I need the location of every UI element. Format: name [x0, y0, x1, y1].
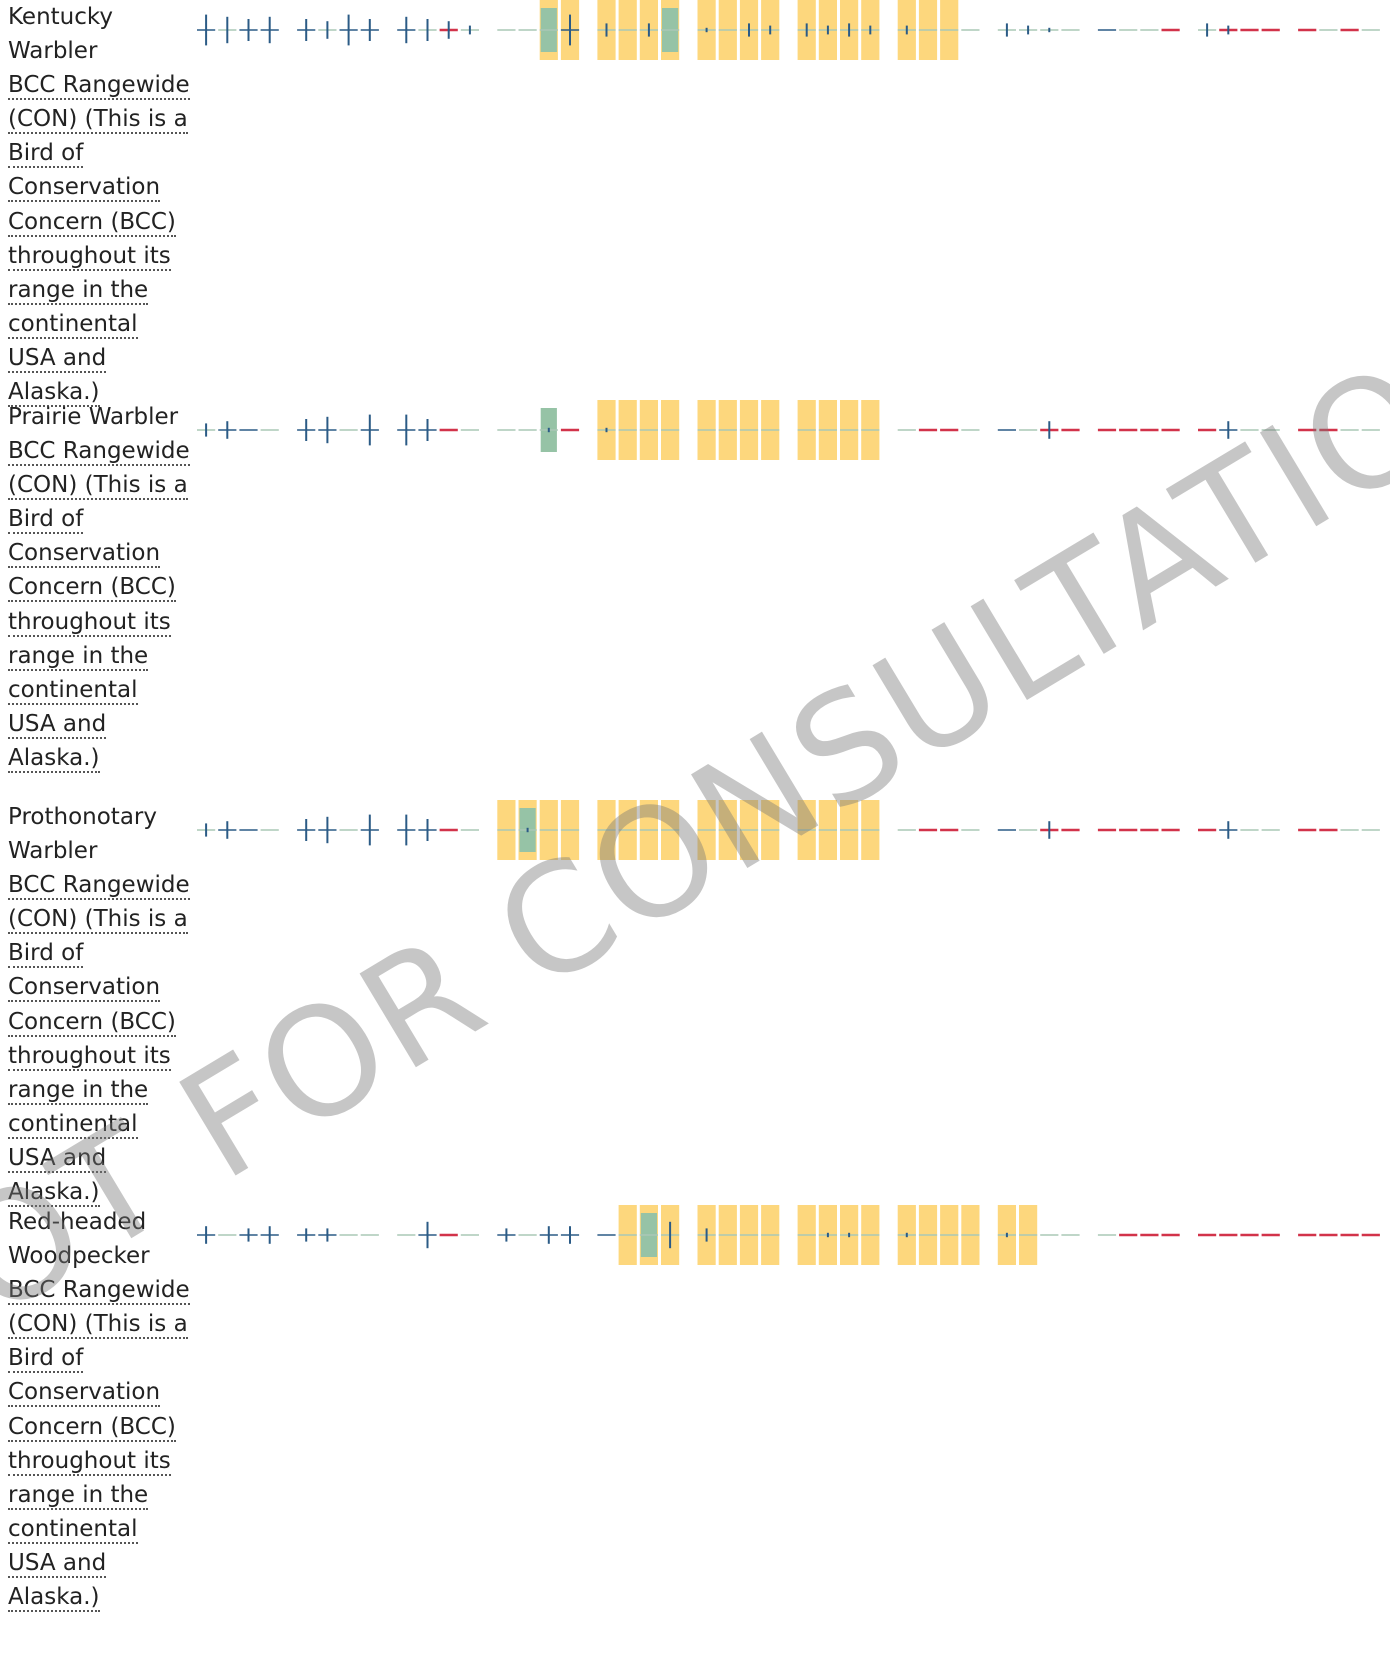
status-link-line[interactable]: range in the — [8, 642, 149, 671]
status-link-line[interactable]: Conservation — [8, 174, 161, 203]
status-link-line[interactable]: USA and — [8, 1144, 107, 1173]
status-link-line[interactable]: throughout its — [8, 608, 171, 637]
status-link-line[interactable]: Alaska.) — [8, 744, 100, 773]
status-link-line[interactable]: Alaska.) — [8, 1584, 100, 1613]
status-link-line[interactable]: Concern (BCC) — [8, 1008, 176, 1037]
status-link-line[interactable]: throughout its — [8, 242, 171, 271]
species-label: Kentucky Warbler BCC Rangewide (CON) (This … — [8, 0, 190, 409]
species-label: Prothonotary Warbler BCC Rangewide (CON) (T… — [8, 800, 190, 1209]
species-name-line: Woodpecker — [8, 1243, 150, 1270]
status-link-line[interactable]: USA and — [8, 1549, 107, 1578]
status-link-line[interactable]: Alaska.) — [8, 379, 100, 408]
status-link-line[interactable]: USA and — [8, 344, 107, 373]
presence-strip — [197, 0, 1380, 60]
status-link-line[interactable]: throughout its — [8, 1447, 171, 1476]
species-name-line: Warbler — [8, 38, 98, 65]
status-link-line[interactable]: range in the — [8, 276, 149, 305]
status-link-line[interactable]: Bird of — [8, 1345, 84, 1374]
status-link-line[interactable]: (CON) (This is a — [8, 1311, 188, 1340]
status-link-line[interactable]: BCC Rangewide — [8, 1277, 190, 1306]
status-link-line[interactable]: continental — [8, 1515, 138, 1544]
status-link-line[interactable]: Concern (BCC) — [8, 574, 176, 603]
status-link-line[interactable]: Concern (BCC) — [8, 1413, 176, 1442]
species-name-line: Red-headed — [8, 1209, 147, 1235]
status-link-line[interactable]: Concern (BCC) — [8, 208, 176, 237]
status-link-line[interactable]: USA and — [8, 710, 107, 739]
status-link-line[interactable]: range in the — [8, 1481, 149, 1510]
status-link-line[interactable]: Conservation — [8, 540, 161, 569]
status-link-line[interactable]: range in the — [8, 1076, 149, 1105]
presence-strip — [197, 400, 1380, 460]
species-label: Red-headed Woodpecker BCC Rangewide (CON) (… — [8, 1205, 190, 1614]
status-link-line[interactable]: continental — [8, 310, 138, 339]
status-link-line[interactable]: continental — [8, 1110, 138, 1139]
status-link-line[interactable]: (CON) (This is a — [8, 106, 188, 135]
status-link-line[interactable]: Bird of — [8, 140, 84, 169]
status-link-line[interactable]: Conservation — [8, 974, 161, 1003]
presence-strip — [197, 800, 1380, 860]
status-link-line[interactable]: Alaska.) — [8, 1179, 100, 1208]
species-name-line: Prothonotary — [8, 804, 157, 830]
status-link-line[interactable]: BCC Rangewide — [8, 438, 190, 467]
species-name-line: Kentucky — [8, 4, 114, 30]
status-link-line[interactable]: continental — [8, 676, 138, 705]
presence-strip — [197, 1205, 1380, 1265]
status-link-line[interactable]: (CON) (This is a — [8, 472, 188, 501]
status-link-line[interactable]: throughout its — [8, 1042, 171, 1071]
status-link-line[interactable]: Conservation — [8, 1379, 161, 1408]
status-link-line[interactable]: BCC Rangewide — [8, 72, 190, 101]
species-label: Prairie Warbler BCC Rangewide (CON) (This … — [8, 400, 190, 775]
status-link-line[interactable]: Bird of — [8, 940, 84, 969]
species-name-line: Prairie Warbler — [8, 404, 179, 430]
status-link-line[interactable]: Bird of — [8, 506, 84, 535]
status-link-line[interactable]: (CON) (This is a — [8, 906, 188, 935]
species-name-line: Warbler — [8, 838, 98, 865]
status-link-line[interactable]: BCC Rangewide — [8, 872, 190, 901]
